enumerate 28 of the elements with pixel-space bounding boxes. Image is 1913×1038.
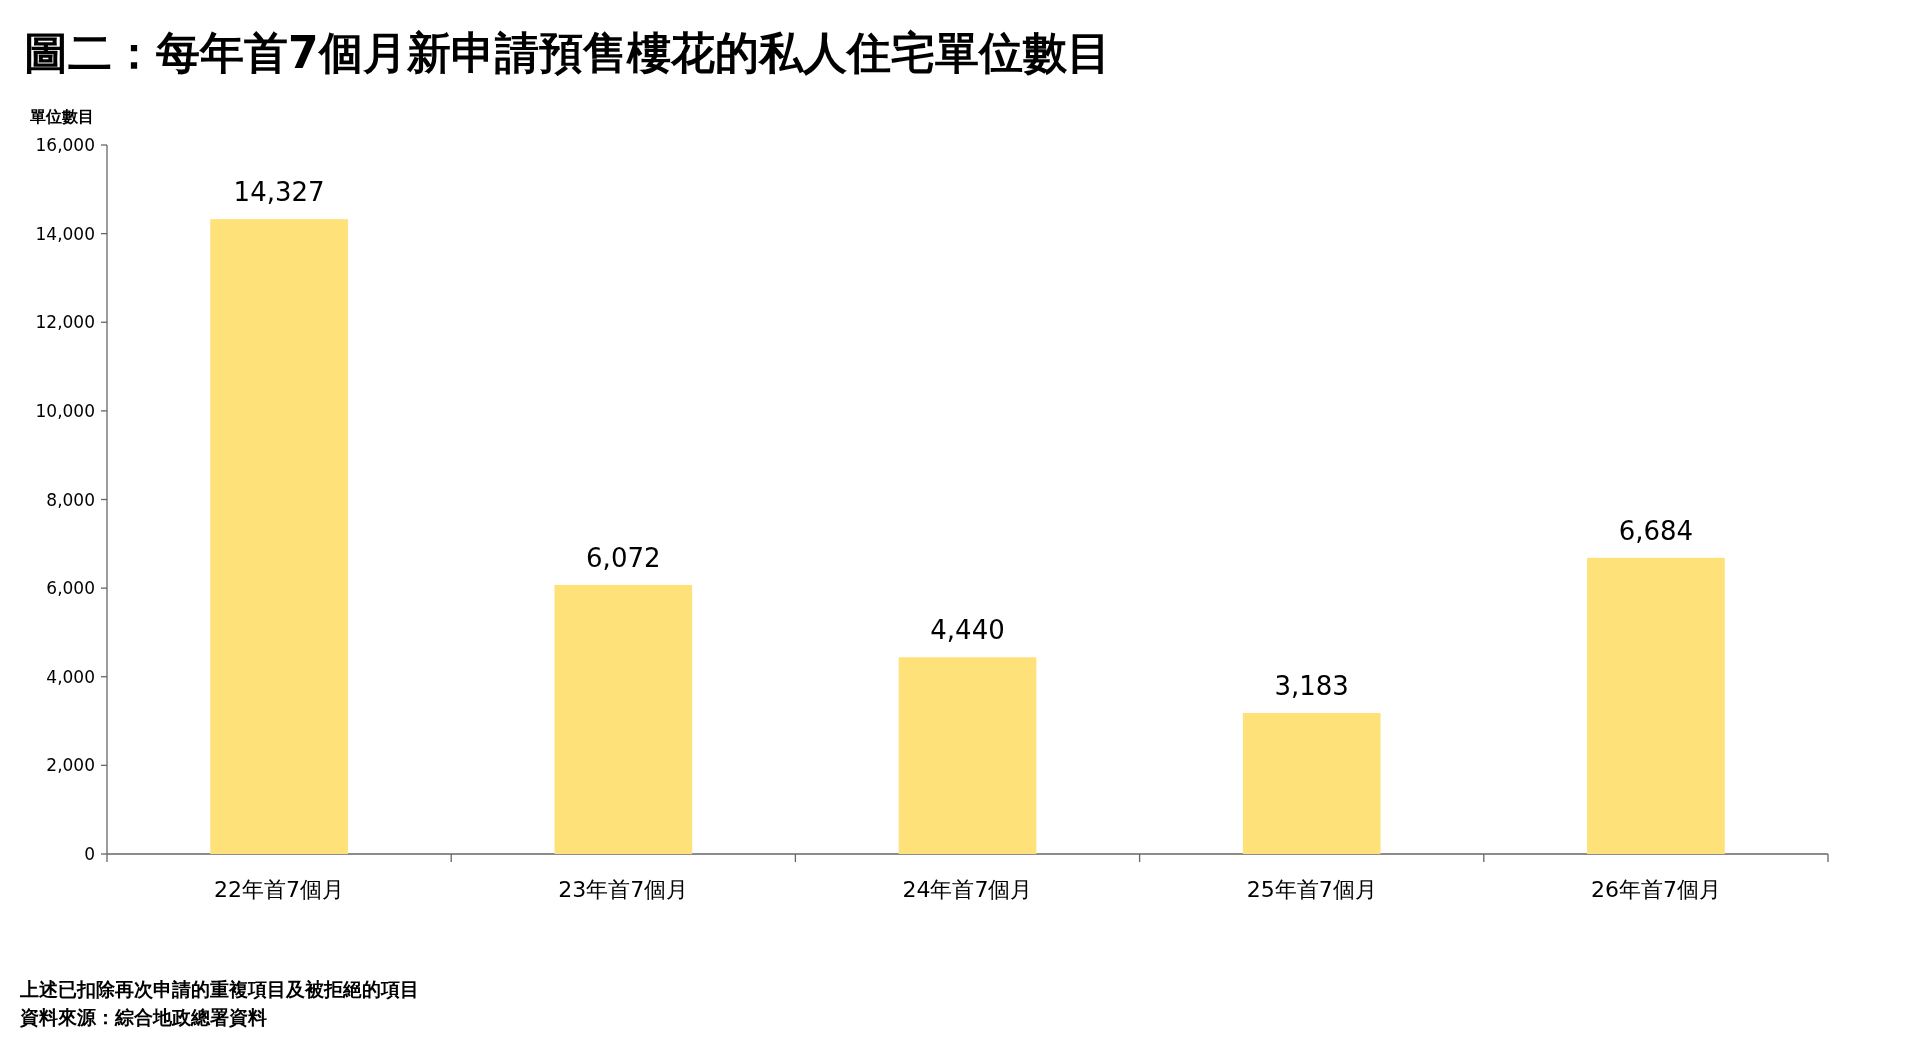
y-tick-label: 14,000: [35, 223, 95, 244]
data-label: 6,072: [586, 542, 661, 573]
bar: [1587, 557, 1725, 854]
x-tick-label: 24年首7個月: [902, 877, 1033, 902]
bar: [898, 657, 1037, 854]
data-label: 6,684: [1618, 515, 1694, 546]
data-label: 4,440: [930, 615, 1005, 646]
bar: [210, 219, 348, 854]
y-tick-label: 12,000: [35, 312, 95, 333]
bar: [554, 584, 693, 854]
y-tick-label: 2,000: [46, 755, 95, 776]
y-tick-label: 16,000: [35, 135, 95, 155]
bar: [1242, 712, 1381, 854]
y-axis-title: 單位數目: [29, 107, 94, 126]
text: 上述已扣除再次申請的重複項目及被拒絕的項目: [19, 978, 419, 1000]
x-tick-label: 26年首7個月: [1590, 877, 1721, 902]
x-tick-label: 25年首7個月: [1246, 877, 1377, 902]
source-note: 資料來源：綜合地政總署資料: [19, 1006, 267, 1028]
x-tick-label: 23年首7個月: [558, 877, 689, 902]
data-label: 3,183: [1274, 670, 1349, 701]
y-tick-label: 8,000: [46, 489, 95, 510]
x-tick-label: 22年首7個月: [214, 877, 345, 902]
y-tick-label: 0: [84, 844, 95, 864]
y-tick-label: 10,000: [35, 400, 95, 421]
data-label: 14,327: [233, 177, 325, 208]
chart-title: 圖二：每年首7個月新申請預售樓花的私人住宅單位數目: [24, 27, 1111, 78]
y-tick-label: 6,000: [46, 578, 95, 599]
y-tick-label: 4,000: [46, 666, 95, 687]
